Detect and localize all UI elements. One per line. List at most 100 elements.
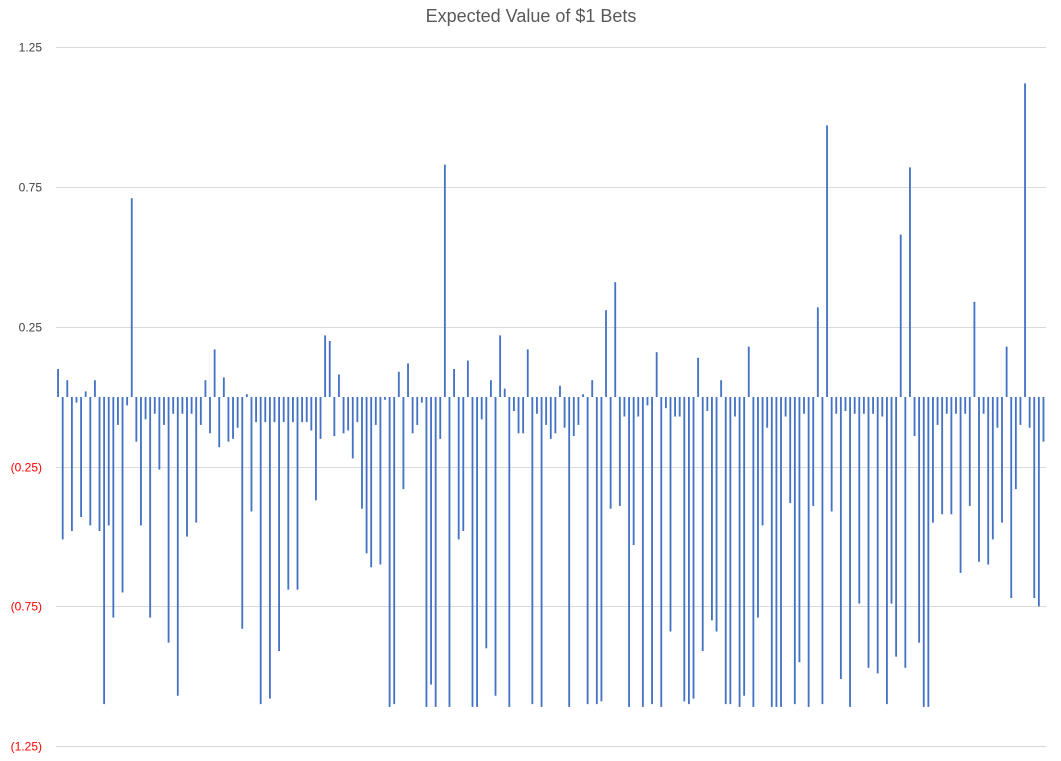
bar <box>199 397 202 425</box>
bar <box>204 380 207 397</box>
bar <box>968 397 971 506</box>
bar <box>121 397 124 593</box>
bar <box>536 397 538 414</box>
bar <box>347 397 350 431</box>
bar <box>582 394 584 397</box>
bar <box>618 397 621 506</box>
y-axis-ticks: 1.25 0.75 0.25 (0.25) (0.75) (1.25) <box>11 41 43 754</box>
bar <box>1042 397 1045 442</box>
bar <box>195 397 198 523</box>
bar <box>987 397 990 565</box>
bar <box>264 397 267 423</box>
bar <box>660 397 663 707</box>
bar <box>1001 397 1003 523</box>
bar <box>605 310 607 397</box>
bar <box>218 397 221 448</box>
bar <box>241 397 244 629</box>
bar <box>163 397 165 425</box>
bar <box>291 397 294 423</box>
bar <box>789 397 792 504</box>
bar <box>757 397 759 618</box>
bar <box>945 397 948 414</box>
bar <box>922 397 925 707</box>
bar <box>356 397 359 423</box>
bar <box>1019 397 1022 425</box>
bar <box>430 397 432 685</box>
bar <box>816 307 819 397</box>
bar <box>57 369 59 397</box>
bar <box>425 397 428 707</box>
bar <box>117 397 119 425</box>
chart-title: Expected Value of $1 Bets <box>426 6 637 26</box>
bar <box>278 397 281 652</box>
bar <box>80 397 83 518</box>
bar <box>1010 397 1013 599</box>
bar <box>978 397 980 562</box>
bar <box>655 352 658 397</box>
bar <box>324 335 327 397</box>
bar <box>862 397 865 414</box>
bar <box>766 397 769 428</box>
bar <box>867 397 870 668</box>
bar <box>365 397 368 554</box>
bar <box>1014 397 1017 490</box>
bar <box>503 388 506 397</box>
bar <box>494 397 497 696</box>
bar <box>489 380 492 397</box>
bar <box>153 397 156 414</box>
bar <box>669 397 672 632</box>
bar <box>734 397 736 417</box>
bar <box>420 397 423 403</box>
bar <box>885 397 888 705</box>
bar <box>812 397 815 506</box>
bar <box>955 397 957 414</box>
bar <box>338 374 340 397</box>
bar <box>158 397 161 470</box>
bar <box>623 397 626 417</box>
bar <box>637 397 640 417</box>
bar <box>720 380 723 397</box>
bar <box>858 397 861 604</box>
bar <box>526 349 529 397</box>
bar <box>545 397 548 425</box>
bar <box>107 397 110 526</box>
bar <box>222 377 225 397</box>
bar <box>641 397 644 707</box>
bar <box>84 391 87 397</box>
bar <box>572 397 575 437</box>
bar <box>674 397 677 417</box>
bar <box>361 397 363 509</box>
bar <box>849 397 851 707</box>
bar <box>784 397 787 417</box>
bar <box>1033 397 1036 599</box>
bar <box>628 397 630 707</box>
bar <box>687 397 690 705</box>
bar <box>909 167 911 397</box>
bar <box>140 397 142 526</box>
bar <box>499 335 502 397</box>
bar <box>927 397 930 707</box>
bar <box>434 397 437 707</box>
bar <box>273 397 276 423</box>
bar <box>600 397 603 702</box>
bar <box>333 397 336 437</box>
bar <box>821 397 824 705</box>
bar <box>853 397 856 414</box>
bar <box>250 397 253 512</box>
bar <box>872 397 875 414</box>
bar <box>807 397 810 707</box>
bar <box>932 397 934 523</box>
bar <box>826 125 828 398</box>
bar <box>135 397 138 442</box>
bar <box>388 397 391 707</box>
bar <box>374 397 377 425</box>
bar <box>351 397 354 459</box>
y-tick-label: 1.25 <box>19 41 43 55</box>
bar <box>453 369 455 397</box>
bar <box>144 397 147 420</box>
bar <box>287 397 290 590</box>
bar <box>899 234 902 397</box>
bar <box>747 346 750 397</box>
bar <box>991 397 994 540</box>
